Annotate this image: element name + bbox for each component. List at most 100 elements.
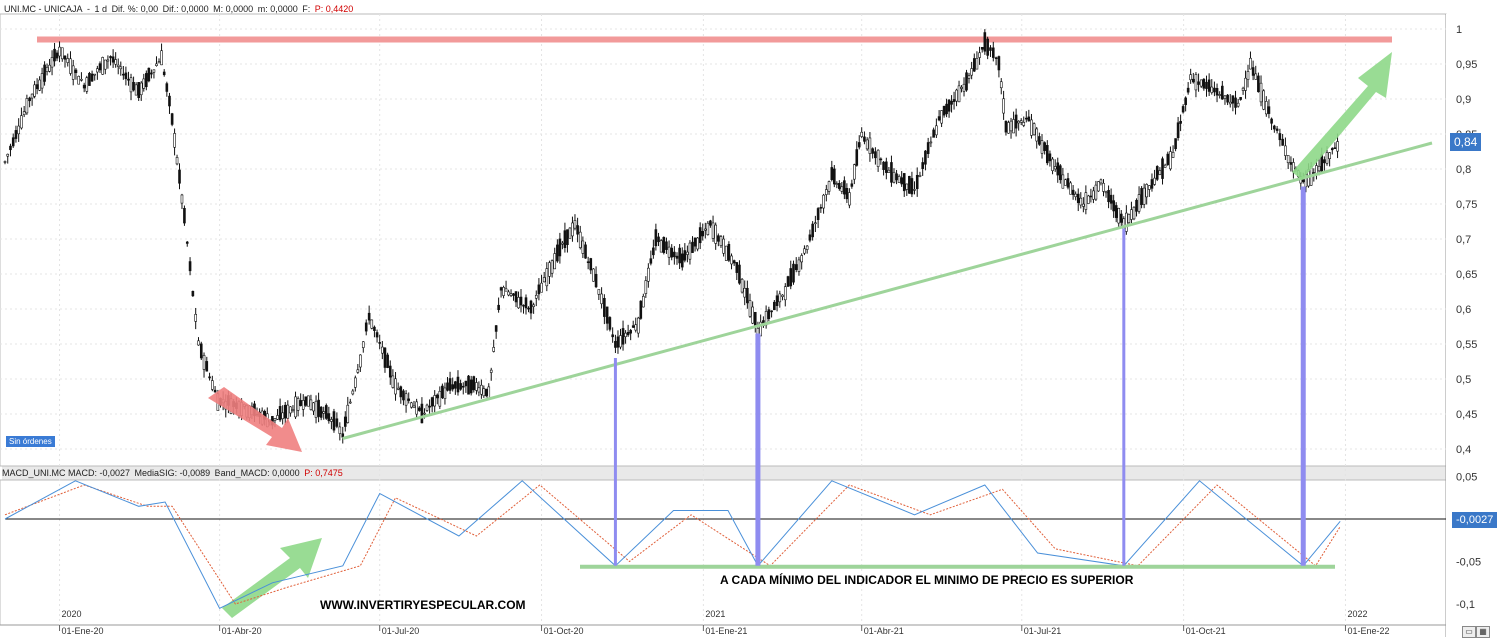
candle-down (678, 247, 681, 264)
candle-down (603, 297, 606, 317)
candle-up (1317, 166, 1321, 172)
candle-up (853, 164, 856, 180)
candle-up (489, 369, 493, 373)
candle-down (1155, 166, 1159, 180)
candle-down (324, 405, 328, 419)
candle-up (160, 50, 163, 66)
candle-up (93, 73, 97, 76)
candle-up (825, 189, 828, 195)
price-candles (3, 29, 1339, 444)
candle-up (542, 277, 546, 283)
candle-down (838, 183, 841, 189)
candle-down (519, 296, 523, 306)
candle-up (1130, 209, 1133, 220)
candle-up (1030, 119, 1033, 136)
candle-up (636, 317, 640, 334)
candle-up (129, 77, 133, 93)
candle-down (459, 383, 462, 390)
candle-up (1145, 184, 1148, 198)
macd-line (4, 480, 1341, 609)
candle-down (586, 261, 590, 264)
candle-up (644, 280, 648, 294)
candle-up (642, 296, 645, 308)
candle-down (895, 173, 898, 181)
candle-up (975, 58, 979, 70)
candle-down (299, 400, 302, 406)
window-control-1[interactable]: ▭ (1462, 626, 1476, 638)
candle-up (578, 231, 582, 248)
candle-down (461, 385, 465, 388)
candle-down (537, 284, 541, 295)
candle-up (743, 287, 747, 298)
candle-up (913, 189, 916, 191)
candle-up (20, 115, 23, 129)
candle-down (1251, 67, 1255, 76)
candle-down (188, 261, 192, 272)
candle-down (594, 273, 598, 288)
candle-up (545, 268, 549, 287)
candle-up (1246, 71, 1250, 80)
candle-up (396, 387, 400, 390)
candle-down (773, 301, 776, 311)
candle-up (748, 300, 752, 317)
candle-up (1069, 182, 1072, 195)
candle-down (82, 84, 86, 89)
candle-down (1043, 142, 1046, 151)
candle-down (367, 312, 371, 321)
candle-down (662, 237, 666, 253)
candle-up (309, 399, 313, 410)
candle-down (1184, 97, 1187, 106)
candle-down (1226, 94, 1229, 103)
candle-up (1171, 152, 1175, 158)
candle-down (589, 258, 593, 271)
candle-down (383, 347, 387, 368)
candle-up (85, 77, 89, 92)
candle-down (746, 287, 749, 304)
candle-down (1112, 200, 1115, 212)
candle-up (659, 240, 663, 253)
candle-up (155, 63, 158, 66)
price-tick-label: 0,8 (1456, 164, 1471, 176)
time-tick-label: 01-Ene-21 (705, 626, 747, 636)
candle-up (1284, 145, 1287, 156)
candle-up (860, 131, 864, 137)
candle-down (150, 72, 153, 75)
candle-up (688, 242, 692, 260)
candle-down (902, 173, 906, 192)
candle-down (1197, 81, 1200, 85)
candle-down (850, 183, 854, 187)
candle-up (999, 81, 1003, 89)
candle-down (514, 291, 518, 303)
price-tick-label: 0,5 (1456, 374, 1471, 386)
window-control-2[interactable]: ▦ (1476, 626, 1490, 638)
candle-down (1109, 194, 1113, 204)
candle-down (691, 241, 694, 253)
candle-down (1004, 120, 1008, 133)
candle-up (6, 153, 10, 157)
candle-up (281, 412, 284, 420)
candle-up (573, 220, 577, 229)
candle-down (375, 332, 379, 338)
candle-down (921, 162, 924, 169)
candle-up (835, 183, 839, 185)
candle-up (134, 84, 138, 96)
candle-up (719, 236, 723, 246)
candle-up (507, 291, 510, 296)
candle-up (477, 387, 481, 393)
candle-down (522, 304, 525, 307)
candle-up (1097, 181, 1100, 192)
candle-down (378, 342, 381, 344)
candle-up (1007, 122, 1010, 134)
candle-down (1239, 97, 1242, 100)
candle-down (1174, 138, 1177, 150)
candle-up (1094, 184, 1098, 200)
candle-down (1045, 145, 1049, 164)
candle-down (1213, 87, 1216, 93)
candle-down (185, 241, 189, 244)
candle-up (314, 400, 318, 418)
candle-up (45, 66, 49, 73)
candle-up (482, 388, 486, 397)
candle-down (1186, 87, 1190, 93)
